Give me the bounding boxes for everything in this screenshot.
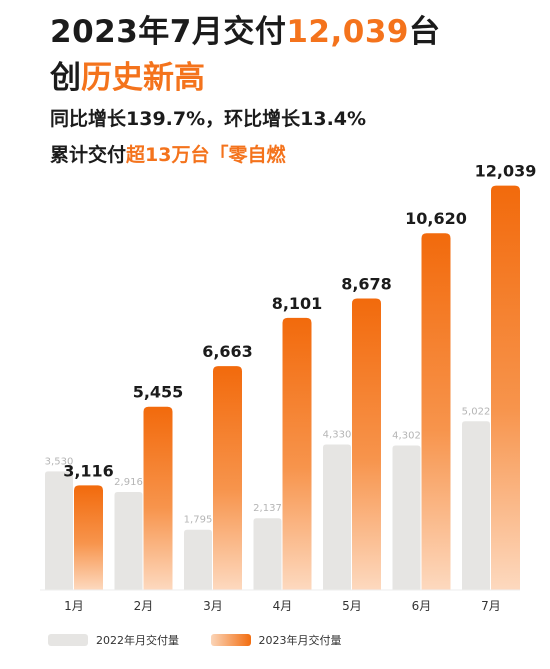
legend-label-2023: 2023年月交付量: [258, 634, 342, 647]
bar-label-2023-7: 12,039: [475, 162, 537, 181]
bar-2022-1: [45, 471, 73, 590]
legend-item-2022: 2022年月交付量: [48, 632, 179, 648]
bar-label-2023-5: 8,678: [341, 274, 392, 293]
bar-label-2022-1: 3,530: [45, 456, 74, 467]
bar-label-2022-2: 2,916: [114, 477, 143, 488]
x-tick-2: 2月: [134, 599, 154, 613]
subtitle-cumulative-highlight: 超13万台「零自燃: [126, 144, 286, 166]
bar-label-2023-6: 10,620: [405, 209, 467, 228]
bar-2022-4: [253, 518, 282, 590]
bar-label-2023-2: 5,455: [133, 383, 184, 402]
bar-label-2023-3: 6,663: [202, 342, 253, 361]
bar-2023-5: [352, 298, 381, 590]
x-ticks-group: 1月 2月 3月 4月 5月 6月 7月: [64, 599, 501, 613]
headline-line2: 创历史新高: [50, 52, 205, 97]
bar-label-2022-4: 2,137: [253, 503, 282, 514]
bar-2022-3: [184, 529, 212, 590]
subtitle-cumulative: 累计交付超13万台「零自燃: [50, 140, 285, 167]
bar-2023-6: [421, 233, 451, 590]
bar-2023-4: [282, 317, 312, 590]
legend-swatch-2022: [48, 634, 88, 646]
legend: 2022年月交付量 2023年月交付量: [48, 632, 370, 649]
bar-2023-1: [74, 485, 103, 590]
bar-label-2023-1: 3,116: [63, 461, 114, 480]
headline-text: 2023年7月交付: [50, 14, 287, 50]
legend-item-2023: 2023年月交付量: [210, 632, 342, 648]
bar-label-2022-3: 1,795: [184, 515, 213, 526]
x-tick-3: 3月: [203, 599, 223, 613]
bar-2022-7: [462, 421, 490, 590]
bar-label-2023-4: 8,101: [272, 294, 323, 313]
headline-unit: 台: [409, 14, 441, 50]
headline-highlight: 12,039: [286, 14, 409, 50]
headline2-highlight: 历史新高: [81, 60, 205, 96]
subtitle-growth: 同比增长139.7%，环比增长13.4%: [50, 108, 367, 130]
headline: 2023年7月交付12,039台: [50, 6, 441, 51]
bar-2022-5: [323, 444, 351, 590]
headline2-text: 创: [50, 60, 81, 96]
bar-2022-6: [392, 445, 421, 590]
x-tick-5: 5月: [342, 599, 362, 613]
bar-label-2022-7: 5,022: [462, 406, 491, 417]
x-tick-6: 6月: [412, 599, 432, 613]
x-tick-7: 7月: [481, 599, 501, 613]
x-tick-1: 1月: [64, 599, 84, 613]
legend-swatch-2023: [210, 634, 251, 646]
subtitle-cumulative-text: 累计交付: [50, 144, 127, 166]
legend-label-2022: 2022年月交付量: [96, 634, 179, 647]
bar-2022-2: [114, 492, 143, 590]
bar-2023-7: [491, 185, 520, 590]
bar-label-2022-6: 4,302: [392, 430, 421, 441]
bar-2023-2: [143, 406, 173, 590]
bar-2023-3: [213, 366, 242, 590]
bar-label-2022-5: 4,330: [323, 430, 352, 441]
x-tick-4: 4月: [273, 599, 293, 613]
